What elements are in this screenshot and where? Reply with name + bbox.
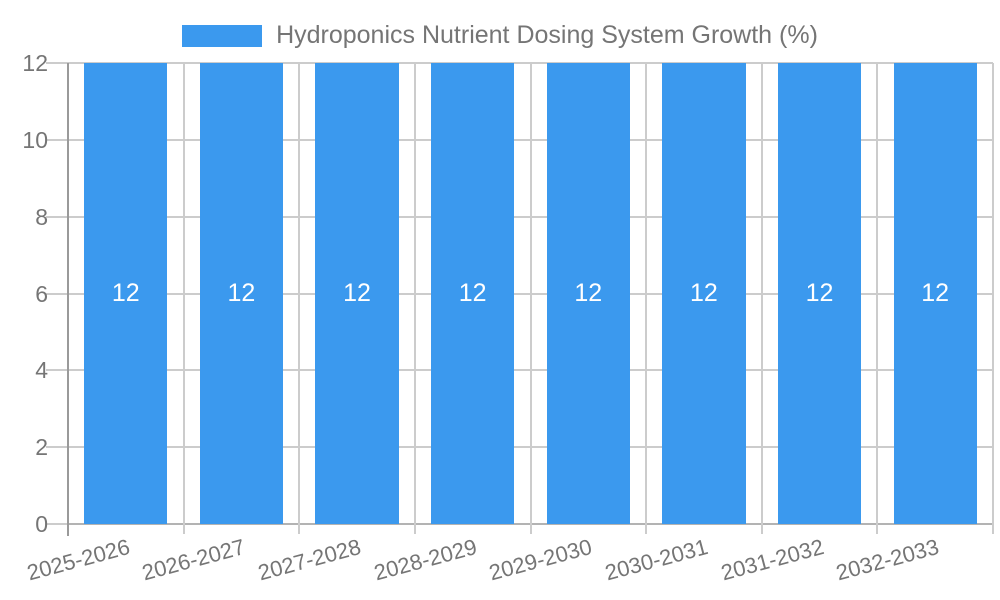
x-axis-label: 2026-2027 <box>139 534 248 586</box>
x-gridline <box>413 63 416 524</box>
bar[interactable]: 12 <box>84 63 168 524</box>
bar[interactable]: 12 <box>777 63 862 524</box>
bar-value-label: 12 <box>921 279 950 307</box>
x-tick <box>876 524 879 534</box>
x-axis-label: 2028-2029 <box>371 534 480 586</box>
x-axis-label: 2030-2031 <box>602 534 711 586</box>
x-tick <box>645 524 648 534</box>
x-gridline <box>876 63 879 524</box>
x-axis-label: 2027-2028 <box>255 534 364 586</box>
bar[interactable]: 12 <box>546 63 630 524</box>
bar-value-label: 12 <box>574 279 603 307</box>
legend-label: Hydroponics Nutrient Dosing System Growt… <box>276 21 818 49</box>
y-axis-label: 6 <box>35 280 48 307</box>
x-axis-label: 2032-2033 <box>833 534 942 586</box>
x-gridline <box>992 63 994 524</box>
x-gridline <box>182 63 185 524</box>
y-axis-line <box>67 63 69 536</box>
y-tick <box>46 138 68 141</box>
y-tick <box>46 62 68 64</box>
x-axis-label: 2029-2030 <box>486 534 595 586</box>
x-tick <box>529 524 532 534</box>
x-tick <box>760 524 763 534</box>
x-gridline <box>760 63 763 524</box>
x-tick <box>992 524 994 534</box>
bar[interactable]: 12 <box>893 63 977 524</box>
bar[interactable]: 12 <box>199 63 284 524</box>
y-axis-label: 0 <box>35 511 48 537</box>
bar-value-label: 12 <box>805 279 834 307</box>
bar[interactable]: 12 <box>431 63 515 524</box>
y-tick <box>46 369 68 372</box>
x-gridline <box>529 63 532 524</box>
bar[interactable]: 12 <box>662 63 746 524</box>
legend: Hydroponics Nutrient Dosing System Growt… <box>0 21 1000 50</box>
x-tick <box>298 524 301 534</box>
y-tick <box>46 215 68 218</box>
x-axis-label: 2025-2026 <box>24 534 133 586</box>
bar-value-label: 12 <box>690 279 718 307</box>
y-tick <box>46 292 68 295</box>
x-gridline <box>298 63 301 524</box>
x-tick <box>413 524 416 534</box>
bar[interactable]: 12 <box>315 63 399 524</box>
x-axis-label: 2031-2032 <box>717 534 827 586</box>
legend-swatch <box>182 24 263 47</box>
x-tick <box>182 524 185 534</box>
bar-value-label: 12 <box>227 279 256 307</box>
bar-value-label: 12 <box>343 279 371 307</box>
y-axis-label: 8 <box>35 203 48 230</box>
y-tick <box>46 523 68 525</box>
bar-value-label: 12 <box>458 279 487 307</box>
y-axis-label: 4 <box>35 357 48 384</box>
x-gridline <box>645 63 648 524</box>
y-axis-label: 12 <box>22 50 48 76</box>
y-axis-label: 2 <box>35 434 48 461</box>
y-tick <box>46 446 68 449</box>
y-axis-label: 10 <box>22 126 48 153</box>
bar-value-label: 12 <box>111 279 140 307</box>
